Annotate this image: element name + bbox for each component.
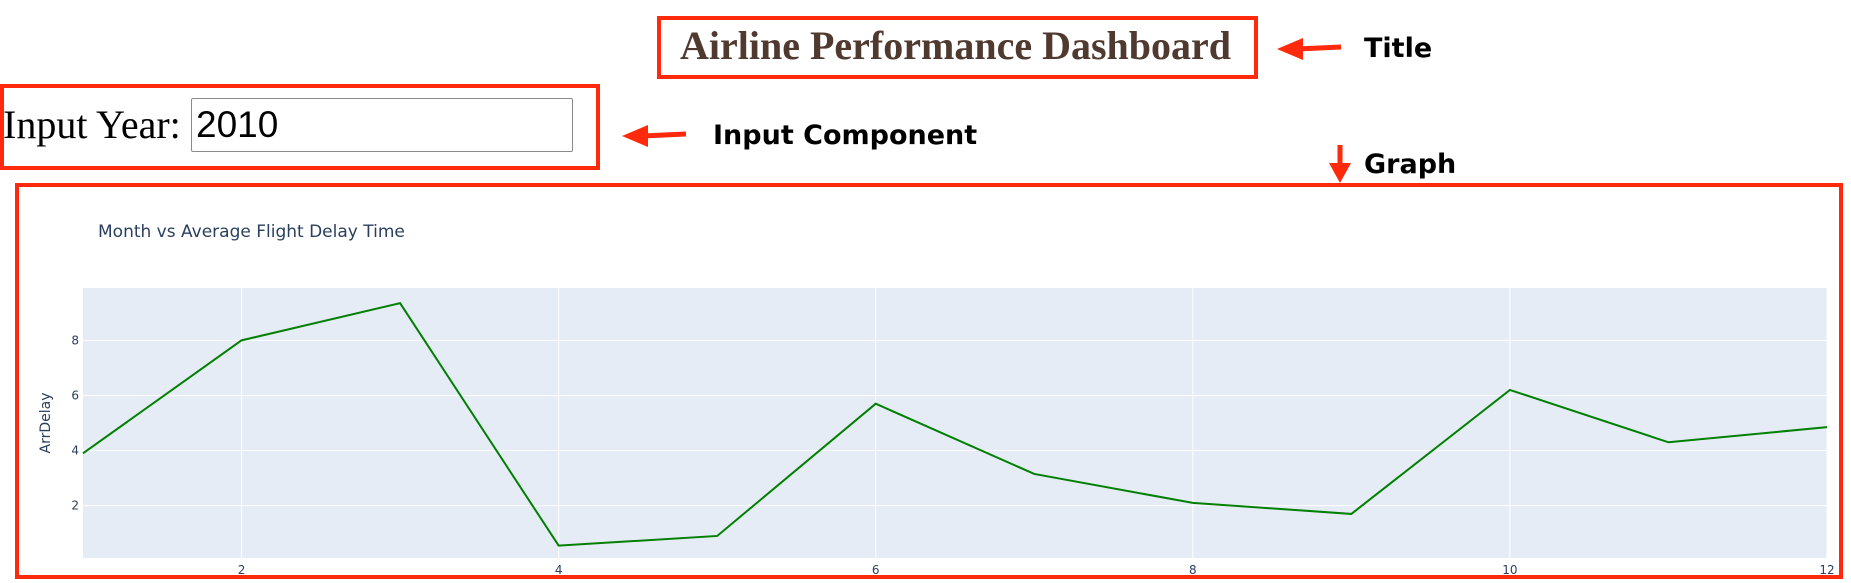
input-annotation-box — [0, 84, 600, 170]
x-tick-label: 4 — [555, 563, 563, 577]
year-input[interactable] — [191, 98, 573, 152]
x-tick-label: 2 — [238, 563, 246, 577]
chart-title: Month vs Average Flight Delay Time — [98, 222, 405, 242]
x-tick-label: 8 — [1189, 563, 1197, 577]
x-tick-label: 12 — [1819, 563, 1834, 577]
plot-area — [83, 288, 1827, 558]
x-tick-label: 6 — [872, 563, 880, 577]
y-tick-label: 6 — [71, 388, 79, 402]
input-annotation-label: Input Component — [713, 120, 978, 151]
x-tick-label: 10 — [1502, 563, 1517, 577]
year-input-label: Input Year: — [3, 102, 181, 147]
graph-annotation-label: Graph — [1364, 149, 1457, 180]
page-title: Airline Performance Dashboard — [680, 23, 1232, 68]
y-tick-label: 4 — [71, 444, 79, 458]
series-line — [82, 302, 1828, 547]
y-tick-label: 2 — [71, 499, 79, 513]
y-axis-title: ArrDelay — [38, 393, 54, 454]
title-annotation-label: Title — [1364, 33, 1433, 64]
graph-arrow-icon — [1329, 145, 1351, 183]
title-annotation-box — [657, 16, 1258, 79]
input-arrow-icon — [622, 125, 687, 147]
title-arrow-icon — [1277, 38, 1342, 60]
graph-annotation-box — [15, 183, 1843, 579]
y-tick-label: 8 — [71, 333, 79, 347]
